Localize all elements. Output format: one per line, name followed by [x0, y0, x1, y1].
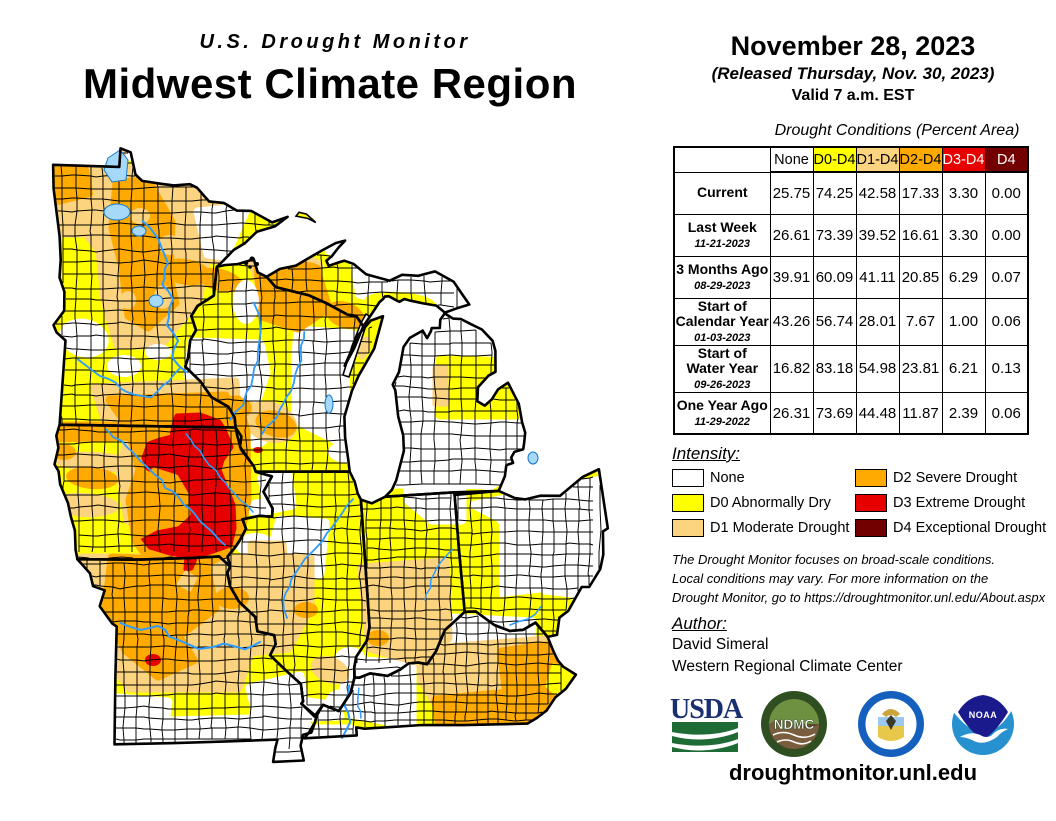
svg-text:NOAA: NOAA — [969, 710, 998, 720]
svg-text:NDMC: NDMC — [774, 717, 815, 732]
svg-text:USDA: USDA — [670, 694, 744, 725]
